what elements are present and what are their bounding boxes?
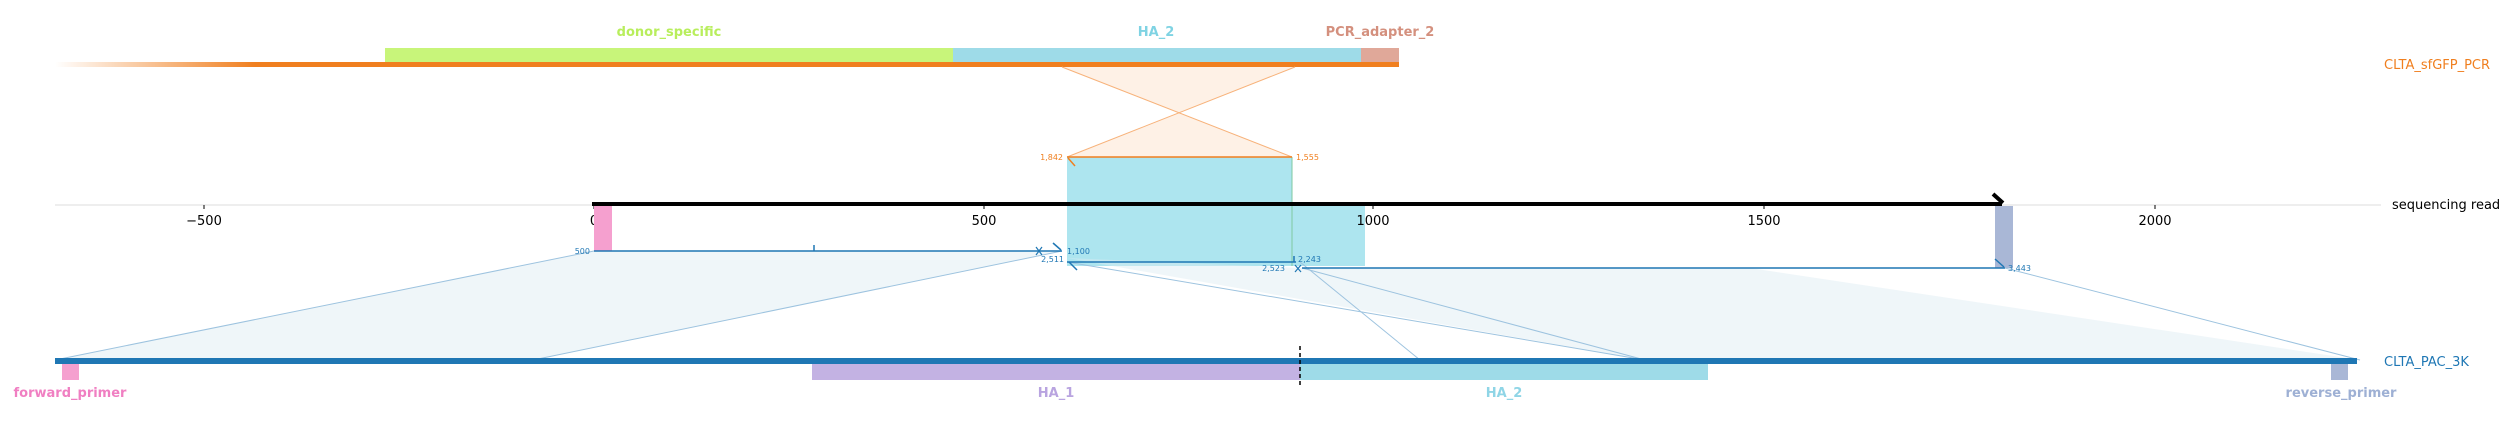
top-reference-name: CLTA_sfGFP_PCR [2384,58,2490,73]
alignment-end-label: 3,443 [2008,264,2031,273]
bottom-feature-ha-2 [1300,364,1708,380]
top-feature-donor-specific [385,48,953,62]
top-junction-label-start: 1,842 [1040,153,1063,162]
alignment-start-label: 2,511 [1041,255,1064,264]
alignment-connector [2004,267,2361,361]
top-junction-label-end: 1,555 [1296,153,1319,162]
read-forward-primer-mark [594,206,612,251]
bottom-feature-forward-primer [62,364,79,380]
alignment-end-label: 1,100 [1067,247,1090,256]
alignment-end-label: 2,243 [1298,255,1321,264]
top-mapping-edge [1066,66,1296,158]
axis-tick-label: 1500 [1747,214,1780,229]
alignment-junction-tick [1052,242,1062,251]
alignment-junction-tick [1994,258,2005,268]
read-ha2-block [1067,157,1292,266]
bottom-feature-label-reverse-primer: reverse_primer [2286,386,2398,401]
bottom-feature-ha-1 [812,364,1300,380]
top-mapping-edge [1061,66,1293,158]
bottom-feature-label-ha-2: HA_2 [1486,386,1523,401]
bottom-reference-name: CLTA_PAC_3K [2384,355,2469,370]
alignment-band [1067,258,2360,360]
top-feature-label-pcr-adapter-2: PCR_adapter_2 [1326,25,1435,40]
read-axis: −500 0 500 1000 1500 2000 sequencing rea… [55,192,2500,229]
read-name: sequencing read [2392,198,2500,213]
top-reference-bar-fade [55,62,255,67]
top-junction-tick [1067,157,1076,167]
axis-tick-label: −500 [186,214,222,229]
read-ha2-block-lower [1292,205,1365,266]
read-bar [592,202,2002,206]
bottom-feature-reverse-primer [2331,364,2348,380]
alignment-start-label: 2,523 [1262,264,1285,273]
alignment-connector [54,250,595,361]
alignment-cross-marker [1294,264,1302,273]
alignment-junction-tick [1068,261,1078,271]
read-alignments: 500 1,100 2,511 2,243 2,523 3,443 [54,242,2361,361]
alignment-connector [1299,261,1421,361]
alignment-connector [1066,261,1646,361]
axis-tick-label: 1000 [1356,214,1389,229]
read-reverse-primer-mark [1995,206,2013,268]
top-feature-label-donor-specific: donor_specific [617,25,722,40]
top-reference: donor_specific HA_2 PCR_adapter_2 CLTA_s… [55,25,2490,73]
alignment-band [55,251,1062,360]
bottom-feature-label-ha-1: HA_1 [1038,386,1075,401]
bottom-reference: forward_primer HA_1 HA_2 reverse_primer … [14,346,2469,401]
top-feature-pcr-adapter-2 [1361,48,1399,62]
axis-tick-label: 2000 [2138,214,2171,229]
read-end-arrow [1991,192,2005,205]
axis-tick-group: −500 0 500 1000 1500 2000 [186,205,2172,229]
top-feature-label-ha-2: HA_2 [1138,25,1175,40]
alignment-connector [1301,267,1646,361]
bottom-feature-label-forward-primer: forward_primer [14,386,128,401]
alignment-connector [532,250,1063,361]
top-to-read-mapping [1061,66,1296,158]
axis-tick-label: 500 [972,214,997,229]
top-feature-ha-2 [953,48,1361,62]
top-reference-bar [255,62,1399,67]
alignment-cross-marker [1035,246,1043,256]
bottom-reference-bar [55,358,2357,364]
alignment-start-label: 500 [575,247,590,256]
